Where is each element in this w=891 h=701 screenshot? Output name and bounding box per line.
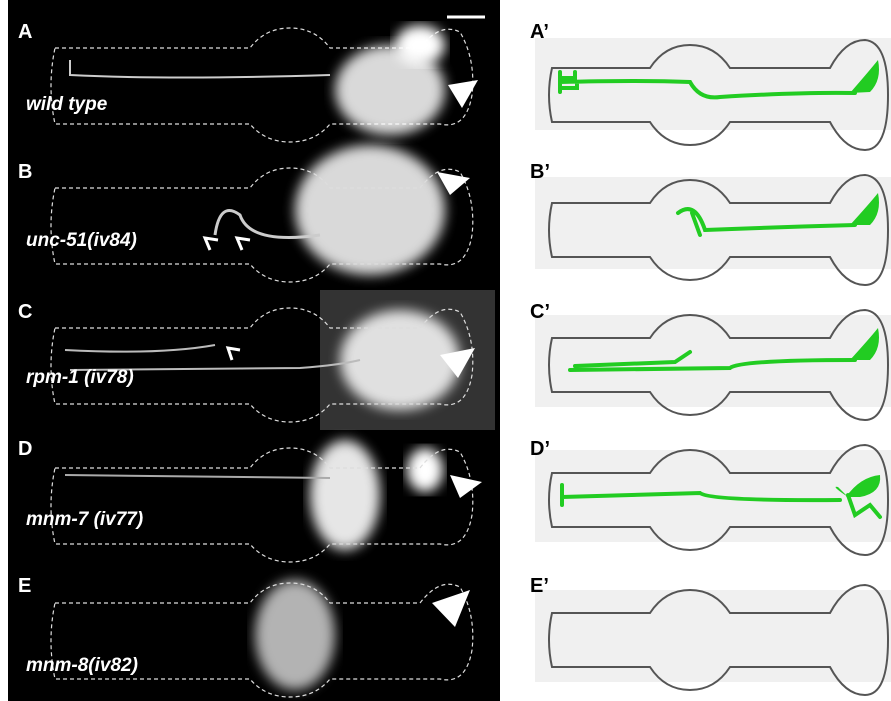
fluorescence [255, 580, 335, 690]
schematic-a [535, 38, 891, 150]
genotype-label: unc-51(iv84) [26, 230, 137, 251]
fluorescence [310, 440, 380, 550]
genotype-label: mnm-7 (iv77) [26, 509, 143, 530]
panel-letter: E [18, 575, 31, 597]
genotype-label: rpm-1 (iv78) [26, 367, 134, 388]
panel-letter: B [18, 161, 32, 183]
panel-letter: D [18, 438, 32, 460]
fluorescence [295, 145, 445, 275]
schematic-letter: D’ [530, 438, 550, 460]
genotype-label: wild type [26, 94, 108, 115]
schematic-letter: C’ [530, 301, 550, 323]
genotype-label: mnm-8(iv82) [26, 655, 138, 676]
schematic-e [535, 585, 891, 695]
schematic-letter: E’ [530, 575, 549, 597]
schematic-c [535, 310, 891, 420]
panel-letter: A [18, 21, 32, 43]
schematic-letter: B’ [530, 161, 550, 183]
schematic-b [535, 175, 891, 285]
tile [535, 590, 891, 682]
panel-letter: C [18, 301, 32, 323]
schematic-letter: A’ [530, 21, 549, 43]
figure: Awild type A’ Bunc-51(iv84) B’ Crpm-1 (iv78)… [0, 0, 891, 701]
fluorescence [407, 448, 443, 492]
schematic-d [535, 445, 891, 555]
page: Awild type A’ Bunc-51(iv84) B’ Crpm-1 (iv78)… [0, 0, 891, 701]
fluorescence [395, 25, 445, 65]
